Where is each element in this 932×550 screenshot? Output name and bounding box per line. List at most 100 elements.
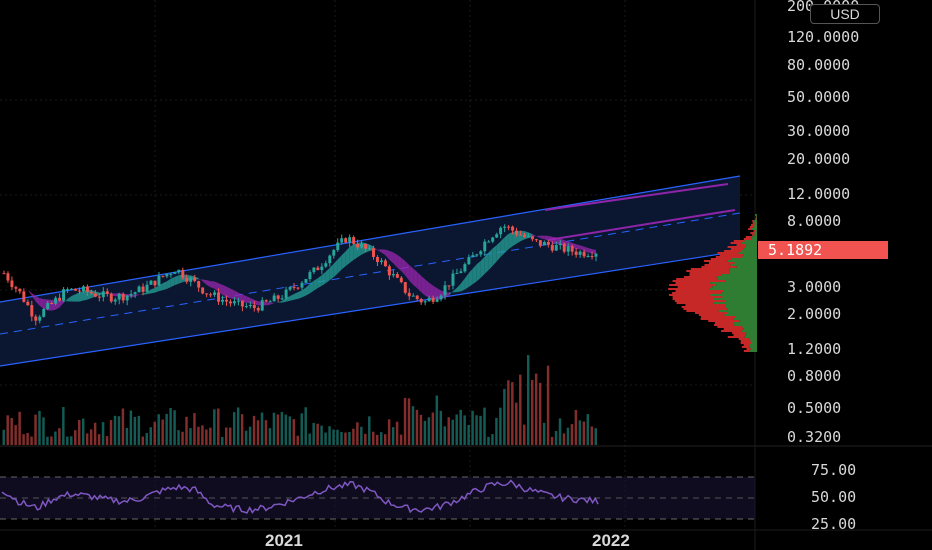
profile-bar-up — [756, 216, 757, 218]
ma-ribbon-segment — [266, 302, 271, 306]
profile-bar-down — [704, 264, 731, 266]
ma-ribbon-segment — [290, 294, 295, 301]
profile-bar-up — [749, 346, 757, 348]
rsi-axis[interactable]: 75.00 50.00 25.00 — [811, 461, 856, 533]
profile-bar-down — [753, 230, 755, 232]
profile-bar-up — [736, 266, 757, 268]
ma-ribbon-segment — [230, 288, 235, 300]
profile-bar-down — [733, 240, 745, 242]
candle-body — [419, 299, 423, 303]
profile-bar-down — [669, 284, 717, 286]
volume-bar — [403, 397, 407, 445]
ma-ribbon-segment — [139, 293, 144, 295]
volume-bar — [582, 421, 586, 445]
volume-bar — [558, 418, 562, 445]
ma-ribbon-segment — [576, 244, 581, 250]
profile-bar-up — [709, 288, 757, 290]
candle-body — [161, 275, 165, 277]
volume-bar — [105, 436, 109, 445]
ma-ribbon-segment — [389, 250, 394, 264]
volume-bar — [526, 355, 530, 445]
volume-bar — [316, 423, 319, 445]
channel-lower-line[interactable] — [0, 250, 741, 367]
profile-bar-up — [725, 304, 757, 306]
ma-ribbon-segment — [381, 249, 386, 256]
profile-bar-up — [725, 280, 757, 282]
profile-bar-down — [704, 260, 728, 262]
time-axis[interactable]: 2021 2022 — [265, 531, 630, 550]
profile-bar-down — [752, 234, 755, 236]
volume-bar — [173, 410, 176, 445]
candle-body — [368, 248, 372, 250]
candle-body — [268, 301, 272, 303]
candle-body — [352, 237, 356, 244]
price-tick-label: 1.2000 — [787, 340, 841, 358]
profile-bar-up — [750, 340, 757, 342]
currency-selector[interactable]: USD — [810, 4, 880, 24]
profile-bar-down — [672, 296, 723, 298]
profile-bar-up — [726, 300, 757, 302]
ma-ribbon-segment — [532, 234, 537, 237]
profile-bar-up — [712, 286, 757, 288]
volume-bar — [252, 415, 256, 445]
candle-body — [459, 271, 463, 273]
profile-bar-down — [715, 256, 743, 258]
candle-body — [475, 254, 479, 256]
ma-ribbon-segment — [452, 287, 457, 293]
price-axis[interactable]: 200.0000 120.0000 80.0000 50.0000 30.000… — [787, 0, 859, 446]
profile-bar-down — [714, 322, 734, 324]
volume-bar — [411, 406, 415, 445]
profile-bar-down — [721, 330, 742, 332]
candle-body — [113, 299, 117, 302]
profile-bar-down — [695, 312, 727, 314]
volume-bar — [463, 415, 466, 445]
ma-ribbon-segment — [468, 268, 473, 287]
candle-body — [356, 243, 360, 248]
ma-ribbon-segment — [460, 278, 465, 292]
profile-bar-down — [719, 254, 744, 256]
candle-body — [411, 295, 415, 297]
candle-body — [165, 273, 169, 277]
profile-bar-down — [740, 340, 751, 342]
candle-body — [479, 251, 483, 255]
volume-bar — [352, 428, 355, 445]
profile-bar-up — [754, 220, 757, 222]
ma-ribbon-segment — [472, 264, 477, 285]
candle-body — [451, 273, 455, 286]
regression-channel[interactable] — [0, 176, 740, 366]
profile-bar-down — [683, 308, 728, 310]
candle-body — [471, 255, 475, 258]
profile-bar-down — [672, 298, 714, 300]
profile-bar-up — [752, 236, 757, 238]
candle-body — [387, 266, 391, 276]
volume-bar — [153, 421, 156, 445]
ma-ribbon-segment — [592, 249, 597, 255]
price-candles[interactable] — [2, 224, 598, 326]
ma-ribbon-segment — [409, 265, 414, 285]
volume-bar — [467, 425, 470, 445]
price-tick-label: 120.0000 — [787, 28, 859, 46]
ma-ribbon-segment — [496, 241, 501, 262]
candle-body — [372, 248, 375, 257]
profile-bar-up — [754, 230, 757, 232]
ma-ribbon-segment — [250, 297, 255, 305]
ma-ribbon-segment — [218, 283, 223, 295]
profile-bar-up — [752, 228, 757, 230]
price-tick-label: 3.0000 — [787, 278, 841, 296]
candle-body — [177, 269, 181, 273]
channel-upper-line[interactable] — [0, 175, 741, 303]
candle-body — [491, 237, 495, 242]
price-tick-label: 0.3200 — [787, 428, 841, 446]
candle-body — [133, 292, 137, 295]
volume-bar — [487, 436, 490, 445]
ma-ribbon-segment — [449, 291, 453, 296]
candle-body — [276, 295, 280, 299]
profile-bar-up — [743, 254, 757, 256]
candle-body — [399, 277, 403, 283]
volume-bar — [58, 428, 61, 445]
ma-ribbon-segment — [75, 292, 80, 302]
candle-body — [566, 246, 570, 252]
profile-bar-down — [750, 232, 755, 234]
rsi-line[interactable] — [1, 479, 599, 514]
